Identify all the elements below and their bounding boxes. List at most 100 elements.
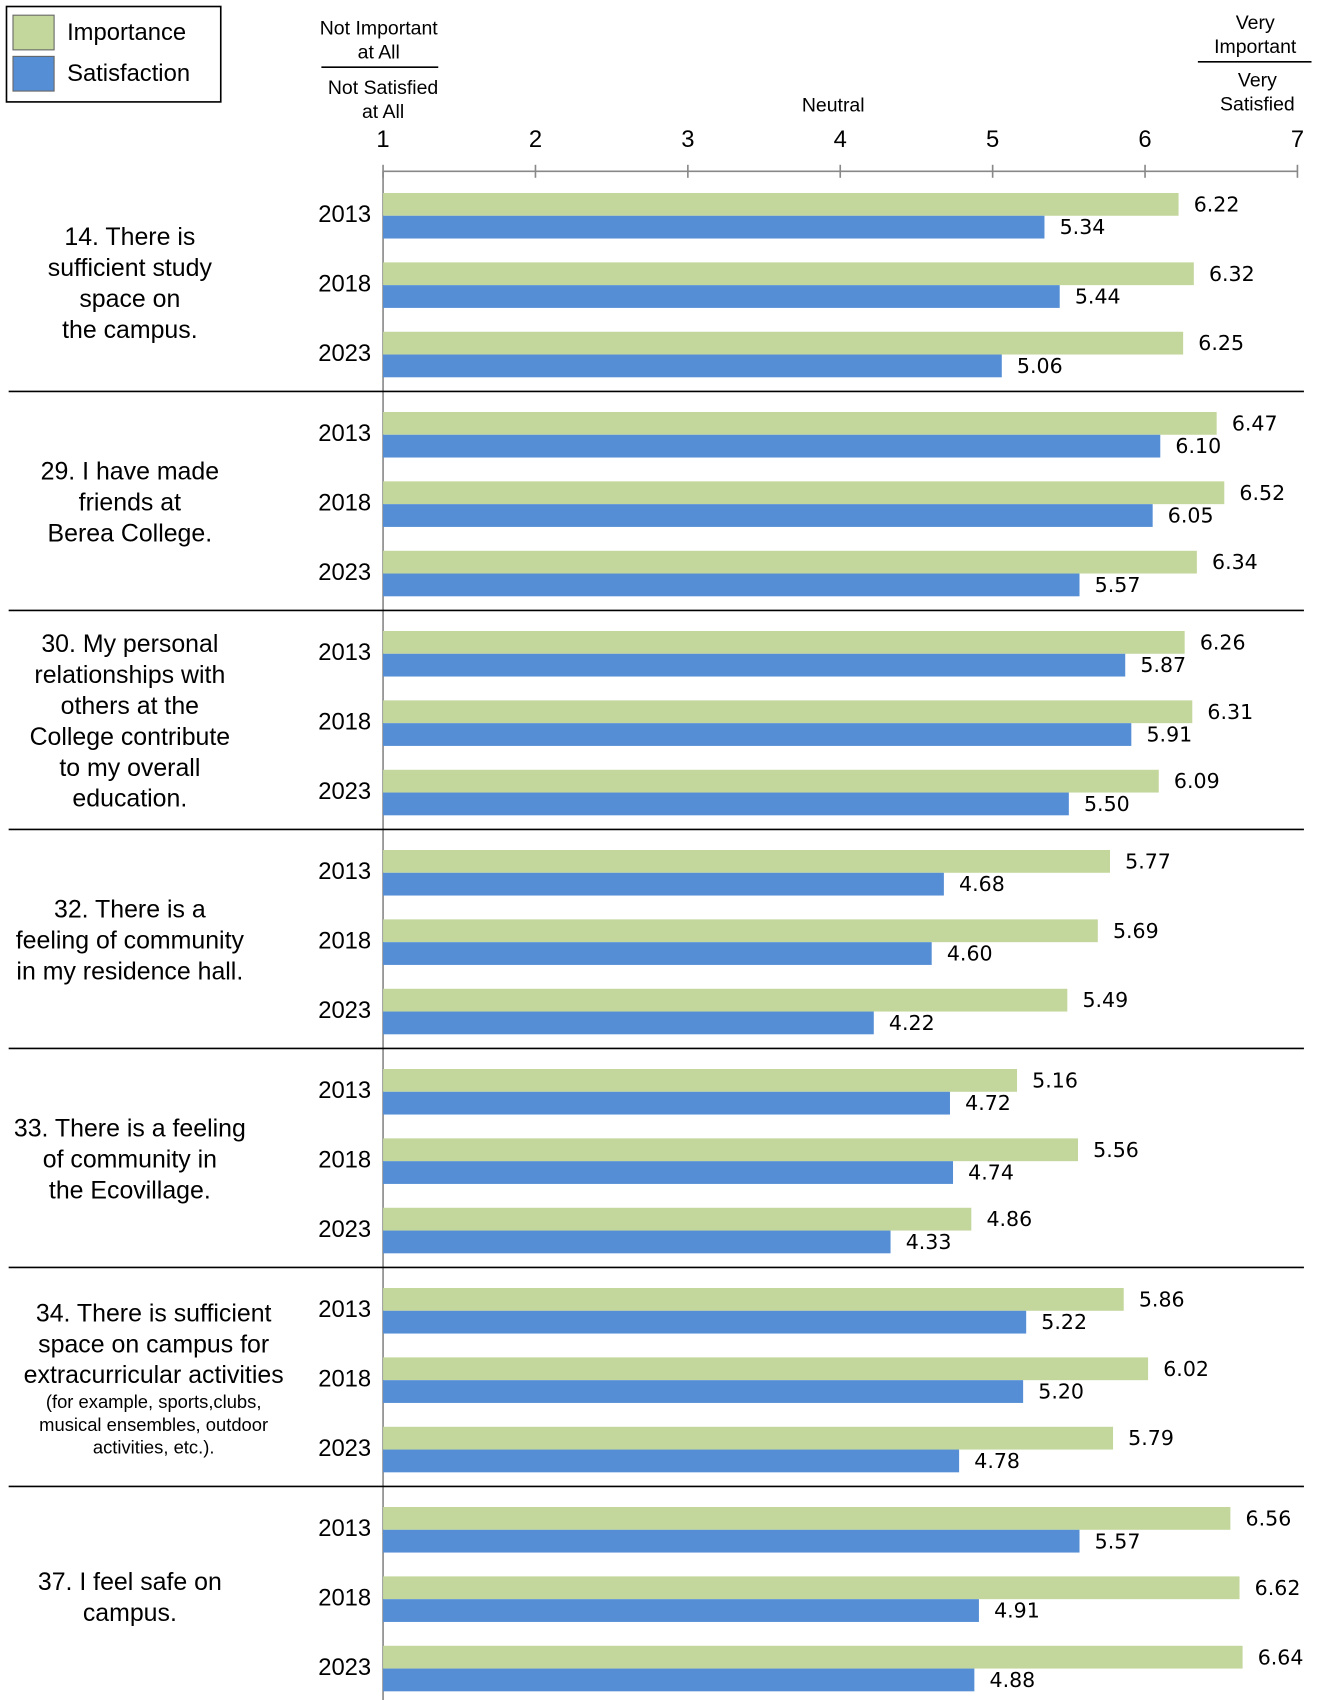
x-tick-label: 7 (1291, 126, 1304, 153)
scale-label: Not Important (320, 17, 439, 39)
y-tick-label: 2013 (318, 639, 371, 666)
bar (383, 215, 1045, 239)
group-label: the Ecovillage. (49, 1176, 211, 1204)
y-tick-label: 2018 (318, 1584, 371, 1611)
scale-label: Not Satisfied (328, 77, 438, 99)
bar (383, 1069, 1018, 1092)
y-tick-label: 2013 (318, 201, 371, 228)
bar (383, 285, 1060, 308)
data-label: 6.25 (1198, 331, 1244, 355)
data-label: 6.02 (1163, 1357, 1209, 1381)
bar (383, 1507, 1231, 1530)
group-note: musical ensembles, outdoor (39, 1414, 268, 1435)
data-label: 6.62 (1255, 1576, 1301, 1600)
bar (383, 1449, 960, 1473)
bar (383, 573, 1080, 597)
y-tick-label: 2013 (318, 1515, 371, 1542)
scale-label: Neutral (802, 94, 865, 116)
data-label: 5.22 (1041, 1310, 1087, 1334)
data-label: 4.60 (947, 942, 993, 966)
bar (383, 1091, 950, 1115)
group-note: (for example, sports,clubs, (46, 1391, 262, 1412)
data-label: 5.79 (1128, 1426, 1174, 1450)
data-label: 5.57 (1095, 573, 1141, 597)
data-label: 5.44 (1075, 285, 1121, 309)
y-tick-label: 2023 (318, 1216, 371, 1243)
data-label: 5.91 (1146, 723, 1192, 747)
x-tick-label: 5 (986, 126, 999, 153)
y-tick-label: 2013 (318, 858, 371, 885)
y-tick-label: 2023 (318, 997, 371, 1024)
group-label: 34. There is sufficient (36, 1299, 272, 1327)
x-tick-label: 3 (681, 126, 694, 153)
data-label: 6.34 (1212, 550, 1258, 574)
scale-label: at All (358, 41, 400, 63)
bar (383, 481, 1225, 505)
data-label: 5.69 (1113, 919, 1159, 943)
data-label: 5.56 (1093, 1138, 1139, 1162)
bar (383, 988, 1068, 1012)
group-note: activities, etc.). (93, 1437, 215, 1458)
data-label: 5.20 (1038, 1380, 1084, 1404)
data-label: 5.34 (1060, 215, 1106, 239)
legend-label: Satisfaction (67, 60, 190, 87)
group-label: 14. There is (64, 223, 195, 251)
bar (383, 1668, 975, 1692)
data-label: 6.47 (1232, 411, 1278, 435)
bar (383, 262, 1194, 286)
data-label: 6.26 (1200, 630, 1246, 654)
data-label: 4.91 (994, 1599, 1040, 1623)
y-tick-label: 2023 (318, 1435, 371, 1462)
bar (383, 1310, 1027, 1334)
group-label: of community in (43, 1145, 217, 1173)
bar (383, 1207, 972, 1231)
group-label: Berea College. (48, 519, 213, 547)
bar (383, 192, 1179, 216)
bar (383, 1138, 1078, 1162)
data-label: 5.87 (1140, 653, 1186, 677)
data-label: 4.88 (990, 1668, 1036, 1692)
bar (383, 1230, 891, 1254)
group-label: 37. I feel safe on (38, 1568, 222, 1596)
x-tick-label: 1 (376, 126, 389, 153)
y-tick-label: 2018 (318, 270, 371, 297)
bar (383, 411, 1217, 435)
data-label: 5.86 (1139, 1287, 1185, 1311)
data-label: 6.31 (1207, 700, 1253, 724)
y-tick-label: 2023 (318, 559, 371, 586)
bar (383, 769, 1159, 793)
bar (383, 872, 944, 896)
bar (383, 700, 1193, 724)
group-label: space on (79, 285, 180, 313)
group-label: relationships with (34, 661, 225, 689)
bar (383, 850, 1110, 873)
data-label: 4.72 (965, 1091, 1011, 1115)
group-label: others at the (61, 692, 199, 720)
bar (383, 1426, 1114, 1450)
data-label: 4.86 (986, 1207, 1032, 1231)
y-tick-label: 2018 (318, 708, 371, 735)
bar (383, 354, 1002, 378)
data-label: 4.74 (968, 1161, 1014, 1185)
y-tick-label: 2018 (318, 1146, 371, 1173)
data-label: 6.22 (1194, 192, 1240, 216)
x-tick-label: 4 (834, 126, 847, 153)
data-label: 5.50 (1084, 792, 1130, 816)
legend-swatch (12, 14, 55, 51)
bar (383, 1011, 874, 1035)
group-label: 33. There is a feeling (14, 1115, 246, 1143)
group-label: to my overall (59, 754, 200, 782)
bar (383, 1576, 1240, 1600)
y-tick-label: 2023 (318, 1654, 371, 1681)
bar (383, 919, 1098, 943)
data-label: 4.33 (906, 1230, 952, 1254)
x-tick-label: 2 (529, 126, 542, 153)
bar (383, 331, 1184, 355)
group-label: in my residence hall. (16, 957, 243, 985)
legend-swatch (12, 55, 55, 92)
y-tick-label: 2018 (318, 1365, 371, 1392)
bar (383, 1529, 1080, 1553)
data-label: 5.49 (1082, 988, 1128, 1012)
data-label: 4.22 (889, 1011, 935, 1035)
bar (383, 550, 1197, 574)
